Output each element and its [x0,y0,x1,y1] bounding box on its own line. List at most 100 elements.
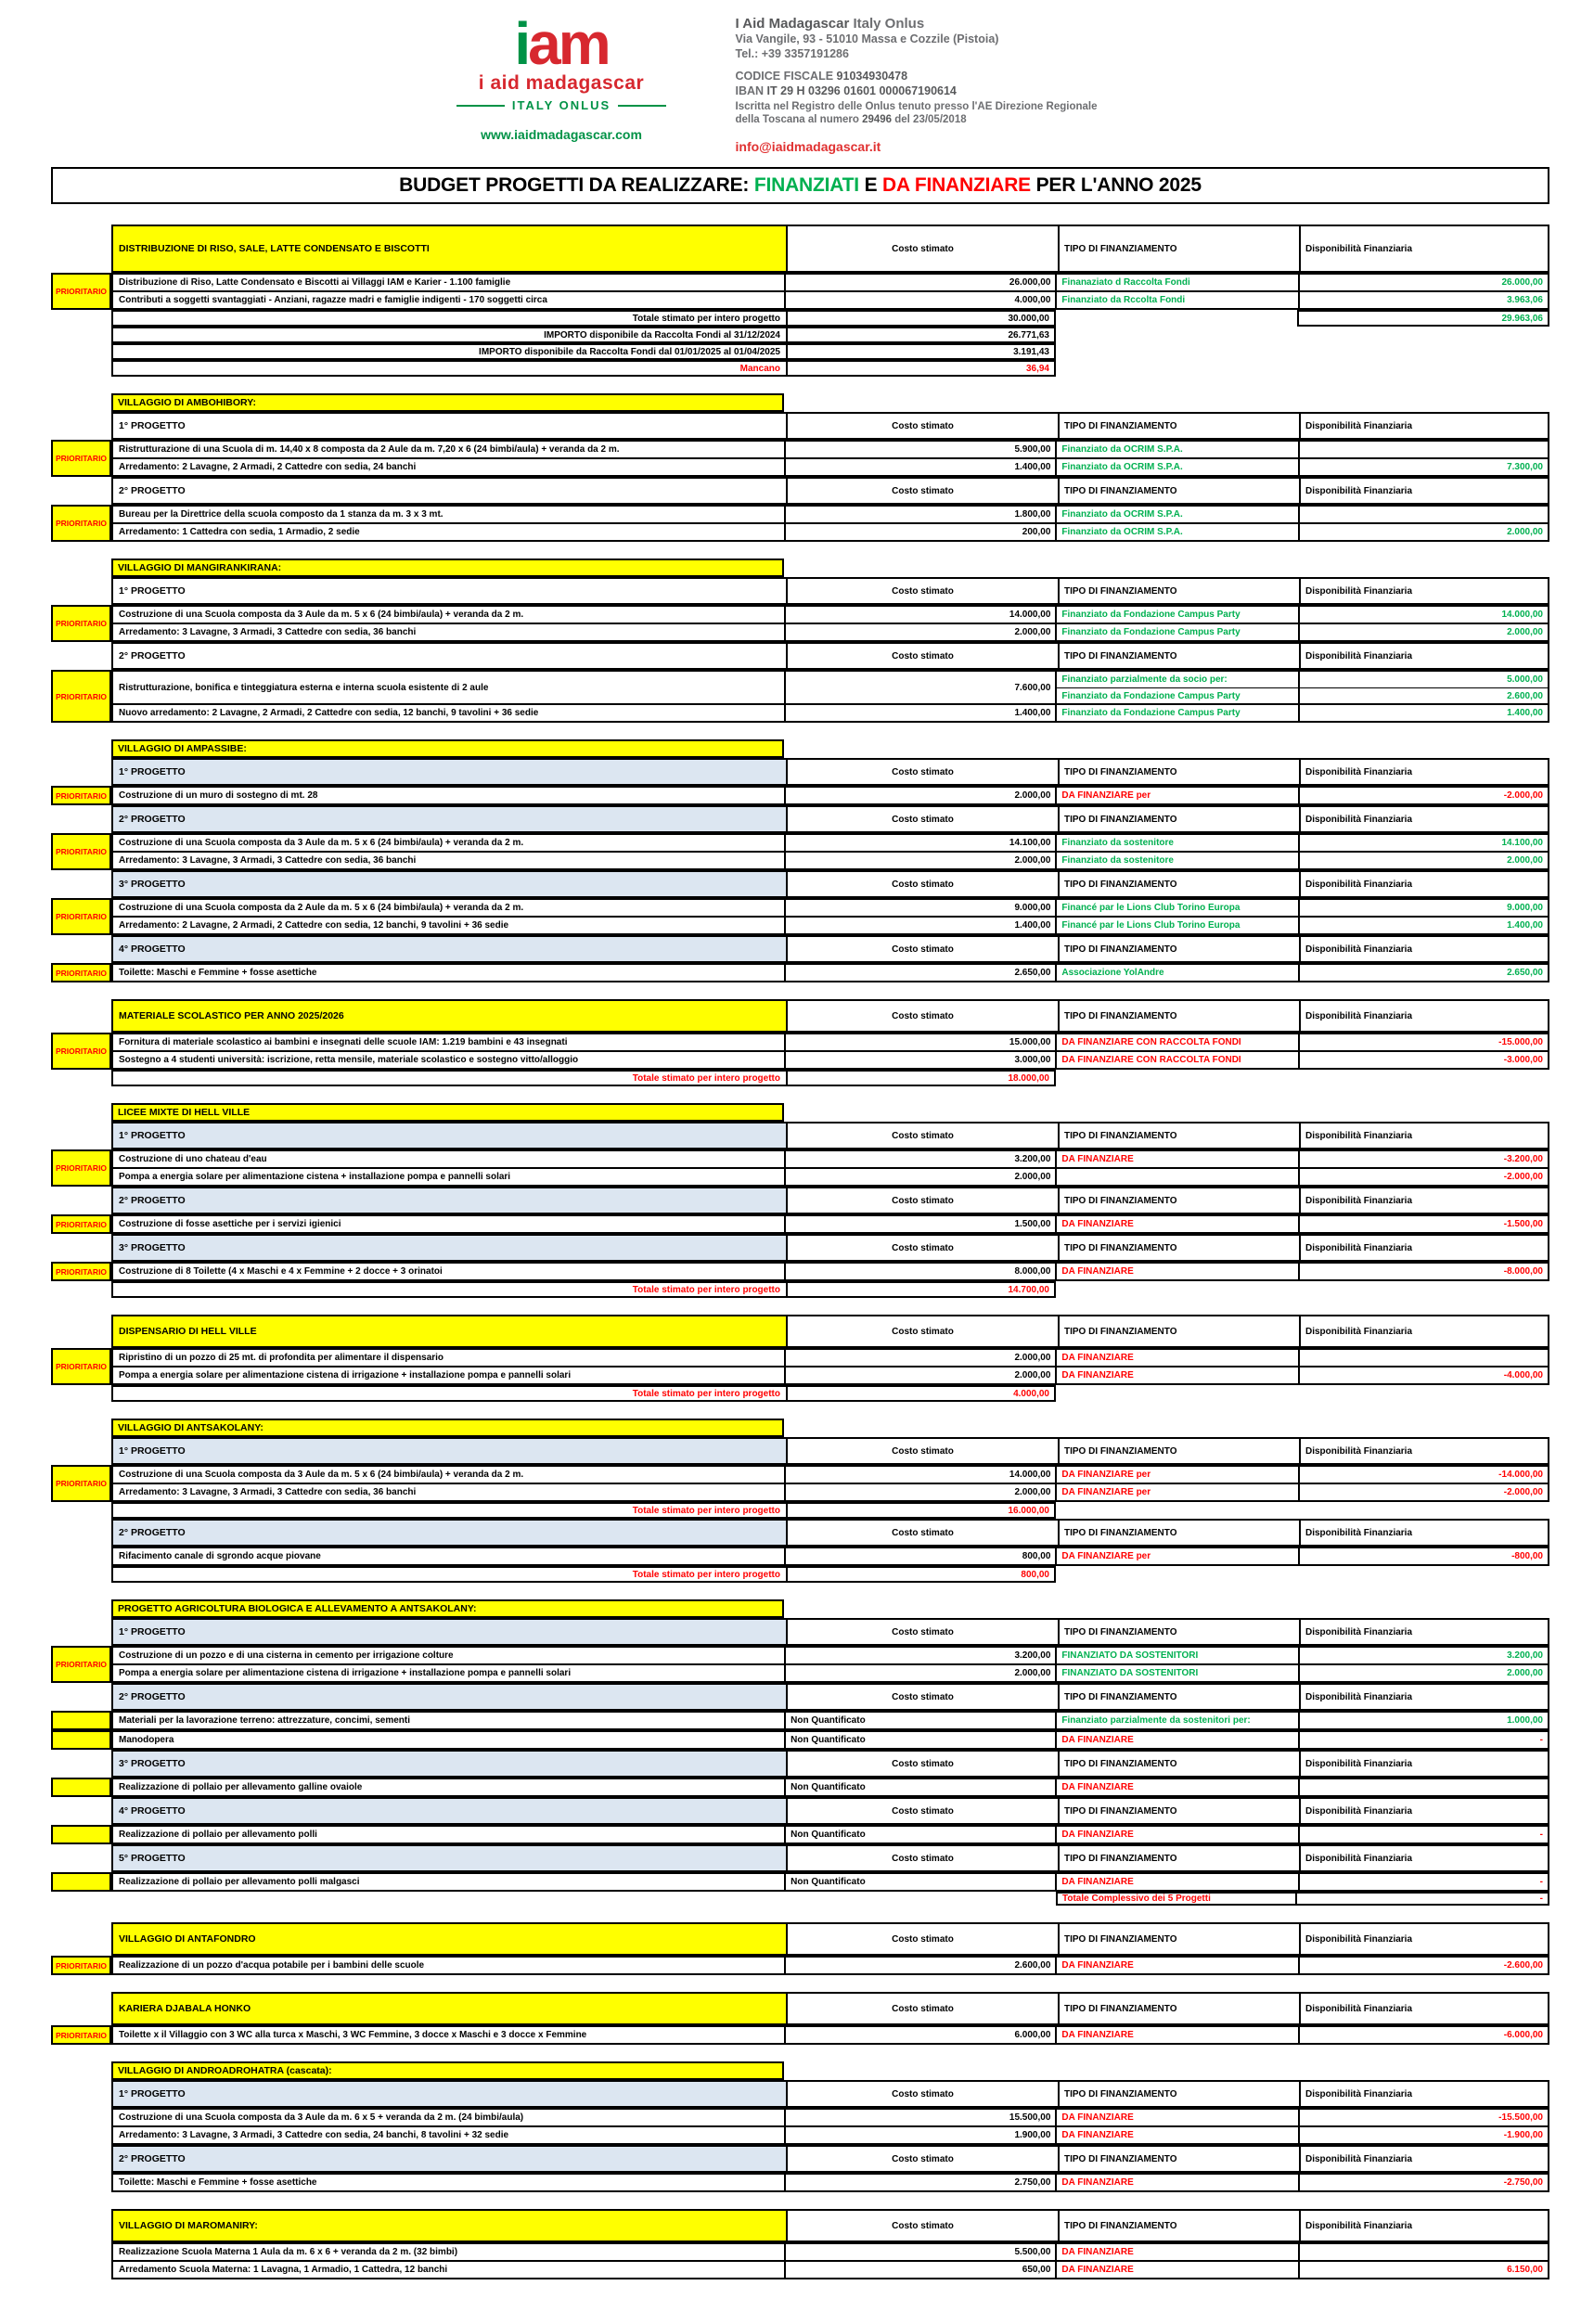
section-ambohibory: VILLAGGIO DI AMBOHIBORY: 1° PROGETTO Costo… [51,393,1549,542]
financing-subrow: DA FINANZIARE - [1057,1874,1548,1890]
desc-cell: Ristrutturazione di una Scuola di m. 14,… [119,444,620,455]
financing-stack: Finanziato da Fondazione Campus Party 1.4… [1055,705,1548,721]
column-header-cost: Costo stimato [786,1316,1058,1346]
financing-stack: Finanaziato d Raccolta Fondi 26.000,00 [1055,275,1548,290]
financing-cell: Finanziato da OCRIM S.P.A. [1061,509,1183,520]
left-margin-slot: PRIORITARIO [51,1149,111,1187]
financing-cell: Finanziato da OCRIM S.P.A. [1061,527,1183,537]
project-label: 3° PROGETTO [113,872,786,896]
availability-cell: 1.000,00 [1298,1713,1548,1728]
table-line: 2° PROGETTO Costo stimato TIPO DI FINANZIA… [51,642,1549,670]
org-address: Via Vangile, 93 - 51010 Massa e Cozzile … [735,32,999,45]
financing-cell: Associazione YolAndre [1061,968,1164,978]
table-line: KARIERA DJABALA HONKO Costo stimato TIPO D… [51,1992,1549,2025]
row-main: Costruzione di fosse asettiche per i ser… [111,1214,1549,1234]
project-label: 2° PROGETTO [113,1188,786,1213]
cost-cell: 800,00 [784,1548,1055,1564]
column-header-cost: Costo stimato [786,1188,1058,1213]
table-row: Contributi a soggetti svantaggiati - Anz… [113,290,1548,308]
website-link[interactable]: www.iaidmadagascar.com [481,127,642,142]
left-margin-slot: PRIORITARIO [51,1465,111,1502]
row-group: Costruzione di 8 Toilette (4 x Maschi e … [111,1262,1549,1281]
table-line: Realizzazione di pollaio per allevamento… [51,1872,1549,1892]
row-group: Realizzazione di un pozzo d'acqua potabi… [111,1956,1549,1975]
project-header-row: 3° PROGETTO Costo stimato TIPO DI FINANZIA… [111,870,1549,898]
column-header-availability: Disponibilità Finanziaria [1299,1316,1548,1346]
column-header-financing: TIPO DI FINANZIAMENTO [1058,1236,1299,1260]
prioritario-badge: PRIORITARIO [51,898,111,935]
section-title: VILLAGGIO DI MANGIRANKIRANA: [111,559,784,577]
table-row: Arredamento: 3 Lavagne, 3 Armadi, 3 Catt… [113,2125,1548,2143]
row-main: 3° PROGETTO Costo stimato TIPO DI FINANZIA… [111,870,1549,898]
column-header-availability: Disponibilità Finanziaria [1299,1799,1548,1823]
section-dispensario: DISPENSARIO DI HELL VILLE Costo stimato TI… [51,1315,1549,1402]
financing-cell: DA FINANZIARE CON RACCOLTA FONDI [1061,1037,1241,1047]
table-line: 3° PROGETTO Costo stimato TIPO DI FINANZIA… [51,870,1549,898]
table-line: 1° PROGETTO Costo stimato TIPO DI FINANZIA… [51,1122,1549,1149]
row-main: 1° PROGETTO Costo stimato TIPO DI FINANZIA… [111,412,1549,440]
cost-cell: 1.400,00 [784,459,1055,475]
financing-subrow: Finanziato da Fondazione Campus Party 2.6… [1057,687,1548,703]
availability-cell: 2.000,00 [1298,853,1548,868]
left-margin-slot [51,758,111,786]
left-margin-slot [51,1519,111,1547]
availability-cell: -800,00 [1298,1548,1548,1564]
section-materiale: MATERIALE SCOLASTICO PER ANNO 2025/2026 C… [51,999,1549,1086]
cost-cell: 1.500,00 [784,1216,1055,1232]
desc-cell: Toilette: Maschi e Femmine + fosse asett… [119,2177,317,2188]
project-header-row: 2° PROGETTO Costo stimato TIPO DI FINANZIA… [111,477,1549,505]
row-group: Costruzione di una Scuola composta da 3 … [111,2108,1549,2145]
left-margin-slot [51,2242,111,2279]
total-value: 3.191,43 [786,345,1054,358]
column-header-availability: Disponibilità Finanziaria [1299,226,1548,271]
column-header-availability: Disponibilità Finanziaria [1299,1994,1548,2023]
table-line: PRIORITARIO Costruzione di fosse asettich… [51,1214,1549,1234]
table-line: 2° PROGETTO Costo stimato TIPO DI FINANZIA… [51,1519,1549,1547]
financing-cell: DA FINANZIARE [1061,1370,1134,1380]
column-header-availability: Disponibilità Finanziaria [1299,872,1548,896]
table-row: Costruzione di una Scuola composta da 2 … [113,900,1548,916]
column-header-availability: Disponibilità Finanziaria [1299,807,1548,831]
financing-subrow: Financé par le Lions Club Torino Europa 9… [1057,900,1548,916]
row-group: Manodopera Non Quantificato DA FINANZIARE - [111,1730,1549,1750]
left-margin-slot [51,577,111,605]
section-header-row: DISTRIBUZIONE DI RISO, SALE, LATTE CONDE… [111,225,1549,273]
project-header-row: 3° PROGETTO Costo stimato TIPO DI FINANZIA… [111,1234,1549,1262]
table-line: PRIORITARIO Ristrutturazione di una Scuol… [51,440,1549,477]
financing-stack: DA FINANZIARE -3.200,00 [1055,1151,1548,1167]
project-header-row: 1° PROGETTO Costo stimato TIPO DI FINANZIA… [111,1122,1549,1149]
total-value: 36,94 [786,362,1054,375]
availability-cell: 3.200,00 [1298,1648,1548,1663]
financing-stack: DA FINANZIARE -6.000,00 [1055,2027,1548,2043]
row-main: 1° PROGETTO Costo stimato TIPO DI FINANZIA… [111,577,1549,605]
section-header-row: VILLAGGIO DI MAROMANIRY: Costo stimato TIP… [111,2209,1549,2242]
cost-cell: Non Quantificato [784,1779,1055,1795]
table-row: Costruzione di una Scuola composta da 3 … [113,1467,1548,1483]
section-title: VILLAGGIO DI AMPASSIBE: [111,739,784,758]
financing-cell: DA FINANZIARE [1061,1830,1134,1840]
left-margin-slot [51,1618,111,1646]
title-da-finanziare: DA FINANZIARE [882,174,1031,196]
left-margin-slot [51,1103,111,1122]
section-title: DISTRIBUZIONE DI RISO, SALE, LATTE CONDE… [113,226,786,271]
financing-cell: DA FINANZIARE per [1061,1487,1151,1497]
column-header-availability: Disponibilità Finanziaria [1299,1752,1548,1776]
table-row: Ristrutturazione, bonifica e tinteggiatu… [113,672,1548,703]
financing-cell: Finanziato da OCRIM S.P.A. [1061,444,1183,455]
left-margin-slot [51,1502,111,1519]
availability-cell [1298,2244,1548,2260]
financing-cell: Financé par le Lions Club Torino Europa [1061,903,1240,913]
column-header-financing: TIPO DI FINANZIAMENTO [1058,2147,1299,2171]
project-header-row: 4° PROGETTO Costo stimato TIPO DI FINANZIA… [111,1797,1549,1825]
prioritario-badge-empty [51,1825,111,1844]
availability-cell: -1.500,00 [1298,1216,1548,1232]
section-header-row: MATERIALE SCOLASTICO PER ANNO 2025/2026 C… [111,999,1549,1033]
email-link[interactable]: info@iaidmadagascar.it [735,139,881,154]
column-header-cost: Costo stimato [786,479,1058,503]
cost-cell: 15.500,00 [784,2110,1055,2125]
table-line: 3° PROGETTO Costo stimato TIPO DI FINANZIA… [51,1750,1549,1778]
availability-cell: 14.100,00 [1298,835,1548,851]
table-row: Costruzione di 8 Toilette (4 x Maschi e … [113,1264,1548,1279]
financing-stack: DA FINANZIARE [1055,1350,1548,1366]
cost-cell: 26.000,00 [784,275,1055,290]
